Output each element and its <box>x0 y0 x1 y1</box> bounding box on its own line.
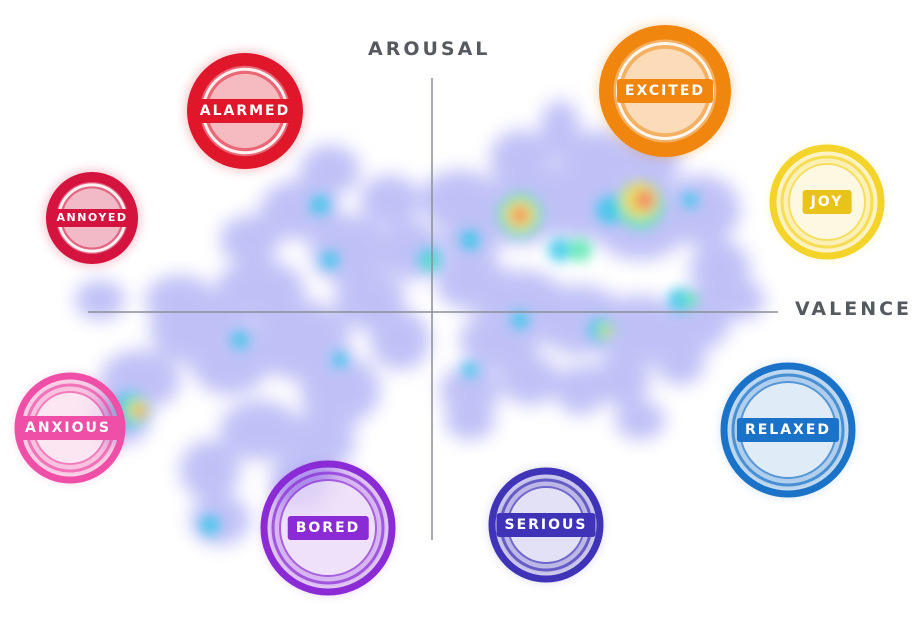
axes <box>88 78 778 540</box>
heatmap-base <box>75 100 765 545</box>
emotion-markers <box>14 25 885 596</box>
serious-label: SERIOUS <box>496 513 596 537</box>
alarmed-label: ALARMED <box>191 99 299 123</box>
joy-marker <box>769 144 885 260</box>
heatmap-cloud <box>75 100 765 545</box>
bored-label: BORED <box>287 516 369 540</box>
arousal-axis-label: AROUSAL <box>368 38 491 60</box>
annoyed-label: ANNOYED <box>50 209 134 227</box>
excited-label: EXCITED <box>616 79 714 103</box>
relaxed-label: RELAXED <box>736 418 840 442</box>
joy-label: JOY <box>802 190 852 214</box>
valence-axis-label: VALENCE <box>795 298 913 320</box>
heatmap-hotspots <box>112 181 698 535</box>
anxious-label: ANXIOUS <box>17 416 119 440</box>
